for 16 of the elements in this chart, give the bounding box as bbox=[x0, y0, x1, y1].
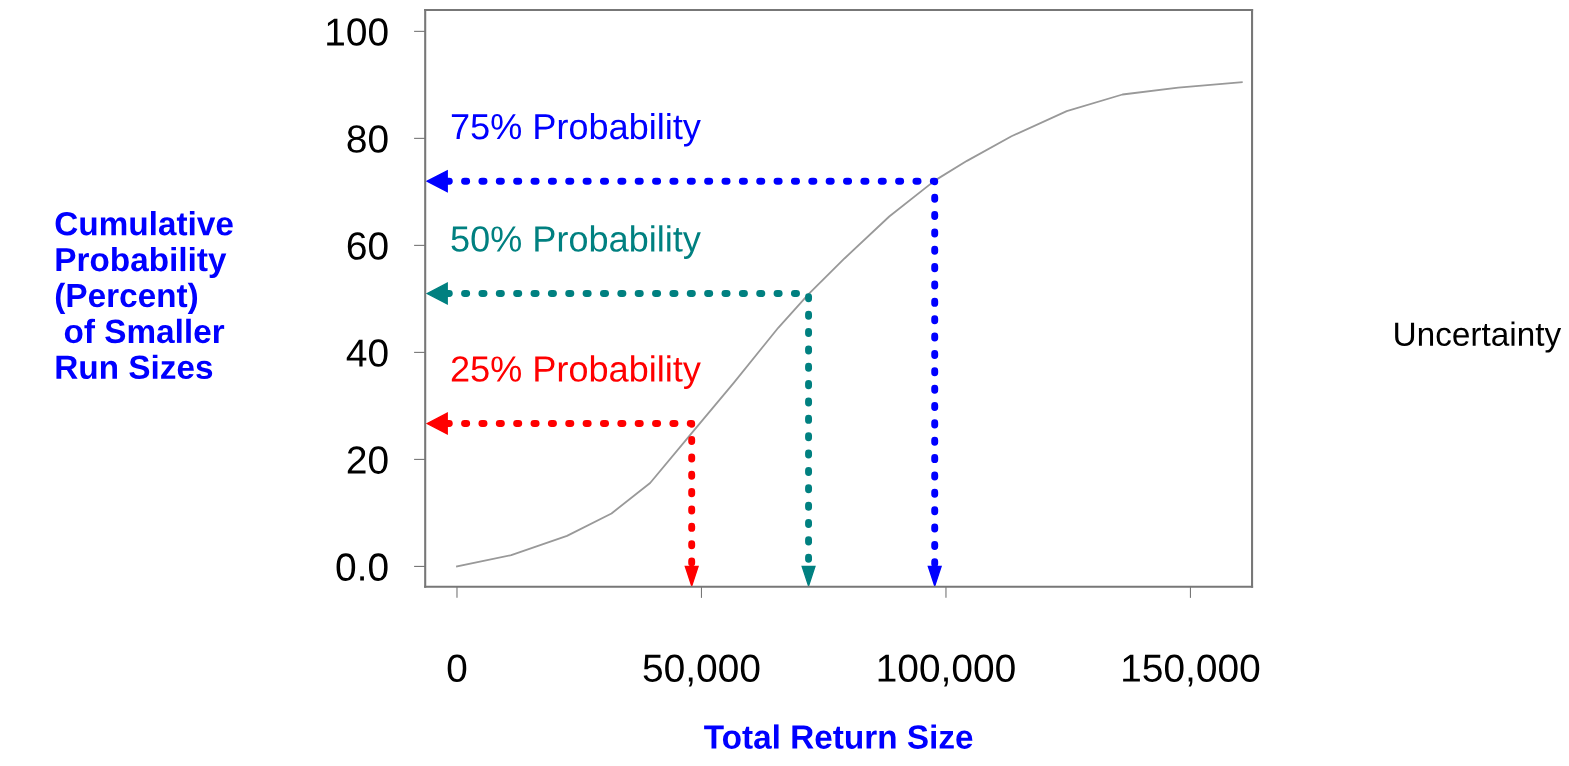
x-tick-label: 150,000 bbox=[1123, 654, 1260, 687]
y-tick-label: 40 bbox=[346, 339, 388, 367]
y-tick-label: 100 bbox=[327, 18, 388, 46]
y-tick-label: 80 bbox=[347, 125, 388, 153]
y-axis-title: Cumulative Probability (Percent) of Smaller Run Sizes bbox=[55, 211, 233, 380]
annotation: 75% Probability bbox=[451, 112, 701, 147]
y-tick-label: 20 bbox=[347, 446, 388, 474]
annotation: 50% Probability bbox=[451, 225, 701, 259]
annotation: 25% Probability bbox=[451, 355, 701, 389]
text: Uncertainty bbox=[1395, 321, 1562, 353]
y-tick-label: 0.0 bbox=[336, 553, 388, 581]
x-axis-title: Total Return Size bbox=[704, 724, 973, 749]
x-tick-label: 0 bbox=[447, 654, 467, 682]
x-tick-label: 50,000 bbox=[643, 654, 760, 687]
x-tick-label: 100,000 bbox=[878, 654, 1015, 687]
y-tick-label: 60 bbox=[347, 232, 388, 260]
